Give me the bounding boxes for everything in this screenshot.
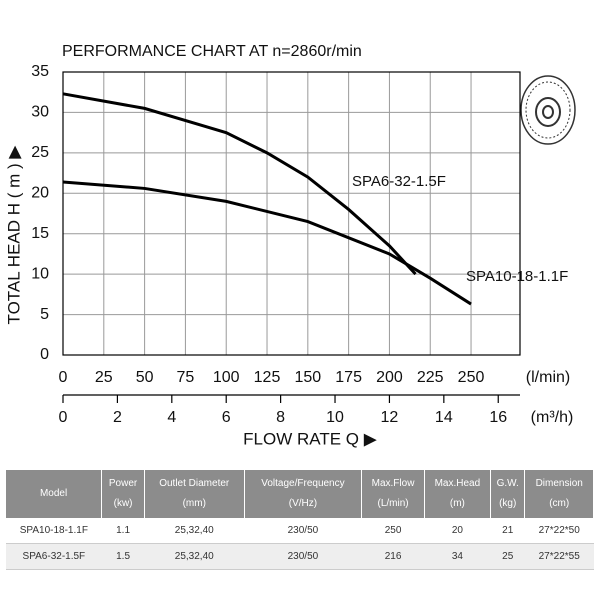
table-cell: 1.1 bbox=[101, 518, 145, 544]
y-tick-label: 5 bbox=[40, 306, 49, 323]
table-header: Model bbox=[6, 470, 103, 518]
table-row: SPA10-18-1.1F 1.1 25,32,40 230/50 250 20 21 27*… bbox=[6, 518, 594, 544]
x2-tick-label: 6 bbox=[222, 409, 231, 426]
header-text: (V/Hz) bbox=[288, 498, 318, 509]
table-header: Power (kw) bbox=[101, 470, 145, 518]
x-tick-label: 175 bbox=[335, 369, 362, 386]
x-tick-label: 50 bbox=[136, 369, 154, 386]
header-text: Outlet Diameter bbox=[159, 478, 230, 489]
table-cell: SPA6-32-1.5F bbox=[6, 543, 102, 570]
table-cell: 34 bbox=[424, 543, 491, 570]
header-text: Max.Head bbox=[434, 478, 481, 489]
x-tick-label: 100 bbox=[213, 369, 240, 386]
header-text: (mm) bbox=[182, 498, 206, 509]
x-axis-label: FLOW RATE Q ▶ bbox=[243, 429, 378, 448]
x-tick-label: 200 bbox=[376, 369, 403, 386]
x-tick-label: 75 bbox=[177, 369, 195, 386]
table-cell: 230/50 bbox=[244, 518, 362, 544]
header-text: Model bbox=[39, 488, 68, 499]
table-row: SPA6-32-1.5F 1.5 25,32,40 230/50 216 34 25 27*2… bbox=[6, 543, 594, 570]
table-header: Outlet Diameter (mm) bbox=[144, 470, 245, 518]
table-cell: 20 bbox=[424, 518, 491, 544]
header-text: (kg) bbox=[499, 498, 517, 509]
y-tick-label: 30 bbox=[31, 104, 49, 121]
table-header: G.W. (kg) bbox=[490, 470, 526, 518]
table-cell: 216 bbox=[361, 543, 425, 570]
spec-table: Model Power (kw) Outlet Diameter (mm) Voltage… bbox=[6, 470, 594, 570]
x2-tick-label: 10 bbox=[326, 409, 344, 426]
y-tick-label: 25 bbox=[31, 144, 49, 161]
table-cell: 27*22*55 bbox=[524, 543, 594, 570]
y-tick-label: 20 bbox=[31, 185, 49, 202]
table-cell: 1.5 bbox=[101, 543, 145, 570]
y-tick-label: 15 bbox=[31, 225, 49, 242]
table-header: Voltage/Frequency (V/Hz) bbox=[244, 470, 363, 518]
series-label: SPA6-32-1.5F bbox=[352, 173, 446, 190]
y-tick-label: 35 bbox=[31, 63, 49, 80]
x-tick-label: 25 bbox=[95, 369, 113, 386]
header-text: (kw) bbox=[113, 498, 133, 509]
table-header: Max.Flow (L/min) bbox=[361, 470, 425, 518]
header-text: (cm) bbox=[549, 498, 570, 509]
series-line bbox=[62, 92, 417, 276]
series-label: SPA10-18-1.1F bbox=[466, 268, 568, 285]
table-cell: SPA10-18-1.1F bbox=[6, 518, 102, 544]
x2-tick-label: 12 bbox=[381, 409, 399, 426]
table-cell: 21 bbox=[490, 518, 525, 544]
x-tick-label: 250 bbox=[458, 369, 485, 386]
x2-tick-label: 0 bbox=[59, 409, 68, 426]
x2-tick-label: 8 bbox=[276, 409, 285, 426]
table-cell: 250 bbox=[361, 518, 425, 544]
x2-tick-label: 4 bbox=[167, 409, 176, 426]
series-line bbox=[62, 180, 472, 306]
x-tick-label: 125 bbox=[254, 369, 281, 386]
header-text: Max.Flow bbox=[371, 478, 415, 489]
table-cell: 25,32,40 bbox=[144, 543, 245, 570]
x2-tick-label: 14 bbox=[435, 409, 453, 426]
x-tick-label: 225 bbox=[417, 369, 444, 386]
header-text: Power bbox=[108, 478, 138, 489]
header-text: G.W. bbox=[496, 478, 519, 489]
y-tick-label: 0 bbox=[40, 346, 49, 363]
header-text: (L/min) bbox=[377, 498, 409, 509]
y-axis-label: TOTAL HEAD H ( m ) ▶ bbox=[4, 145, 23, 325]
chart-title: PERFORMANCE CHART AT n=2860r/min bbox=[62, 43, 362, 60]
table-cell: 25,32,40 bbox=[144, 518, 245, 544]
table-cell: 27*22*50 bbox=[524, 518, 594, 544]
header-text: (m) bbox=[449, 498, 465, 509]
table-cell: 230/50 bbox=[244, 543, 362, 570]
x-tick-label: 150 bbox=[294, 369, 321, 386]
x2-tick-label: 16 bbox=[489, 409, 507, 426]
chart: PERFORMANCE CHART AT n=2860r/min TOTAL H… bbox=[4, 43, 576, 448]
x2-tick-label: 2 bbox=[113, 409, 122, 426]
y-tick-label: 10 bbox=[31, 265, 49, 282]
impeller-icon bbox=[520, 75, 576, 145]
plot-border bbox=[62, 71, 521, 356]
table-cell: 25 bbox=[490, 543, 525, 570]
header-text: Dimension bbox=[535, 478, 583, 489]
x-tick-label: 0 bbox=[59, 369, 68, 386]
table-header: Max.Head (m) bbox=[424, 470, 492, 518]
x2-unit: (m³/h) bbox=[531, 409, 574, 426]
table-header: Dimension (cm) bbox=[524, 470, 594, 518]
header-text: Voltage/Frequency bbox=[261, 478, 345, 489]
x-unit: (l/min) bbox=[526, 369, 570, 386]
